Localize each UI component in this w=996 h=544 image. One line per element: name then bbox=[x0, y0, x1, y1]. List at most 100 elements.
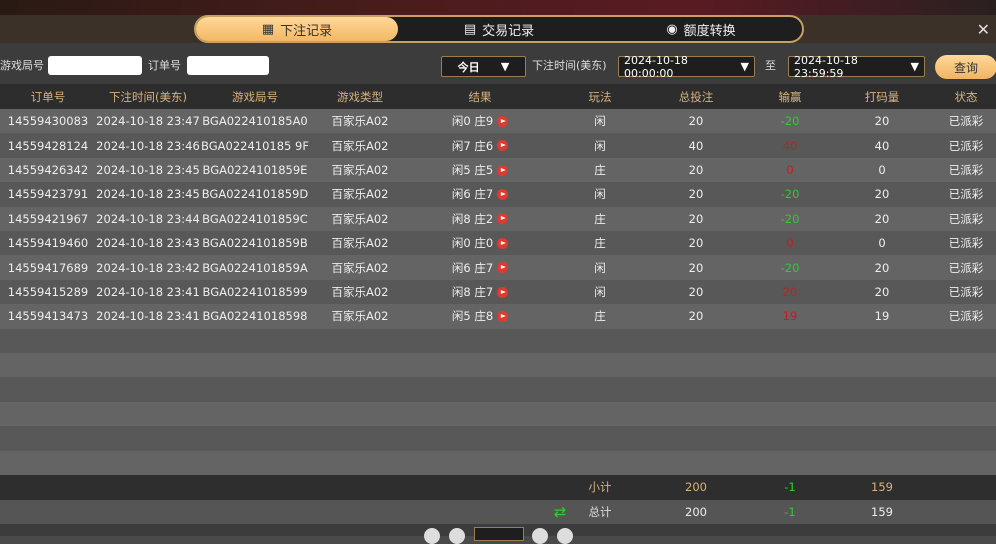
subtotal-winloss: -1 bbox=[784, 480, 796, 495]
table-row: 14559421967 2024-10-18 23:44 BGA0224101859… bbox=[0, 206, 996, 232]
cell-text: 2024-10-18 23:45 bbox=[96, 163, 200, 178]
cell-text: 2024-10-18 23:46 bbox=[96, 138, 200, 153]
start-time-value: 2024-10-18 00:00:00 bbox=[624, 53, 688, 80]
close-icon[interactable]: ✕ bbox=[976, 20, 990, 39]
play-replay-icon[interactable] bbox=[497, 140, 509, 152]
play-replay-icon[interactable] bbox=[497, 286, 509, 298]
play-replay-icon[interactable] bbox=[497, 213, 509, 225]
cell-4: 闲0 庄9 bbox=[452, 109, 509, 134]
cell-2: BGA02241018598 bbox=[203, 304, 308, 329]
cell-7: 19 bbox=[783, 304, 798, 329]
cell-0: 14559415289 bbox=[8, 280, 88, 305]
period-select[interactable]: 今日 ▼ bbox=[441, 56, 526, 77]
page-input[interactable] bbox=[474, 527, 524, 541]
order-label: 订单号 bbox=[148, 59, 181, 72]
table-row: 14559428124 2024-10-18 23:46 BGA022410185 … bbox=[0, 133, 996, 158]
cell-text: 2024-10-18 23:44 bbox=[96, 211, 200, 226]
cell-6: 20 bbox=[689, 158, 704, 183]
cell-text: 20 bbox=[688, 309, 704, 324]
column-header: 输赢 bbox=[778, 89, 802, 104]
round-input[interactable] bbox=[48, 56, 142, 75]
cell-6: 20 bbox=[689, 109, 704, 134]
play-replay-icon[interactable] bbox=[497, 237, 509, 249]
empty-row bbox=[0, 353, 996, 378]
cell-1: 2024-10-18 23:47 bbox=[96, 109, 200, 134]
total-row: ⇄ 总计 200 -1 159 bbox=[0, 500, 996, 525]
empty-row bbox=[0, 450, 996, 476]
cell-8: 20 bbox=[875, 182, 890, 207]
cell-text: 0 bbox=[786, 163, 794, 178]
cell-8: 20 bbox=[875, 207, 890, 232]
cell-8: 20 bbox=[875, 109, 890, 134]
subtotal-bet: 200 bbox=[685, 480, 707, 495]
cell-9: 已派彩 bbox=[949, 255, 984, 280]
cell-text: 百家乐A02 bbox=[331, 187, 389, 202]
cell-text: 已派彩 bbox=[948, 138, 984, 153]
cell-text: 2024-10-18 23:41 bbox=[96, 285, 200, 300]
play-replay-icon[interactable] bbox=[497, 262, 509, 274]
play-replay-icon[interactable] bbox=[497, 310, 509, 322]
cell-4: 闲0 庄0 bbox=[452, 231, 509, 256]
prev-page-button[interactable] bbox=[449, 528, 465, 544]
last-page-button[interactable] bbox=[557, 528, 573, 544]
cell-text: 20 bbox=[688, 114, 704, 129]
chevron-down-icon: ▼ bbox=[910, 60, 919, 73]
end-time-select[interactable]: 2024-10-18 23:59:59 ▼ bbox=[788, 54, 925, 80]
cell-text: 已派彩 bbox=[948, 114, 984, 129]
cell-text: 已派彩 bbox=[948, 236, 984, 251]
table-header: 订单号 下注时间(美东) 游戏局号 游戏类型 结果 玩法 总投注 输赢 打码量 状态 bbox=[0, 84, 996, 109]
cell-8: 40 bbox=[875, 133, 890, 158]
cell-text: 20 bbox=[874, 114, 890, 129]
tab-credit-transfer[interactable]: ◉ 额度转换 bbox=[600, 17, 802, 41]
cell-9: 已派彩 bbox=[949, 182, 984, 207]
cell-text: BGA0224101859C bbox=[202, 211, 308, 226]
refresh-icon[interactable]: ⇄ bbox=[553, 503, 567, 522]
cell-2: BGA0224101859C bbox=[202, 207, 308, 232]
cell-text: 闲5 庄8 bbox=[451, 309, 494, 324]
cell-0: 14559430083 bbox=[8, 109, 88, 134]
cell-1: 2024-10-18 23:44 bbox=[96, 207, 200, 232]
cell-6: 40 bbox=[689, 133, 704, 158]
cell-text: 闲 bbox=[594, 114, 606, 129]
first-page-button[interactable] bbox=[424, 528, 440, 544]
cell-5: 庄 bbox=[594, 231, 606, 256]
query-button[interactable]: 查询 bbox=[935, 55, 996, 79]
start-time-select[interactable]: 2024-10-18 00:00:00 ▼ bbox=[618, 53, 755, 80]
cell-text: 百家乐A02 bbox=[331, 211, 389, 226]
cell-0: 14559419460 bbox=[8, 231, 88, 256]
cell-3: 百家乐A02 bbox=[332, 133, 389, 158]
play-replay-icon[interactable] bbox=[497, 115, 509, 127]
cell-text: 已派彩 bbox=[948, 163, 984, 178]
play-replay-icon[interactable] bbox=[497, 188, 509, 200]
empty-row bbox=[0, 377, 996, 402]
cell-3: 百家乐A02 bbox=[332, 182, 389, 207]
cell-text: 闲6 庄7 bbox=[451, 187, 494, 202]
cell-7: 40 bbox=[783, 133, 798, 158]
background-banner bbox=[0, 0, 996, 15]
table-row: 14559426342 2024-10-18 23:45 BGA0224101859… bbox=[0, 157, 996, 183]
play-replay-icon[interactable] bbox=[497, 164, 509, 176]
cell-1: 2024-10-18 23:46 bbox=[96, 133, 200, 158]
column-header: 游戏局号 bbox=[232, 89, 278, 104]
cell-0: 14559417689 bbox=[8, 255, 88, 280]
cell-0: 14559428124 bbox=[8, 133, 88, 158]
clipboard-icon: ▤ bbox=[463, 21, 477, 37]
tab-bet-records[interactable]: ▦ 下注记录 bbox=[196, 17, 398, 41]
cell-text: BGA02241018599 bbox=[202, 285, 308, 300]
cell-1: 2024-10-18 23:45 bbox=[96, 182, 200, 207]
cell-text: 14559413473 bbox=[7, 309, 89, 324]
tab-label: 交易记录 bbox=[482, 23, 535, 39]
order-input[interactable] bbox=[187, 56, 269, 75]
cell-text: 14559428124 bbox=[7, 138, 89, 153]
cell-text: 40 bbox=[874, 138, 890, 153]
cell-9: 已派彩 bbox=[949, 304, 984, 329]
cell-0: 14559423791 bbox=[8, 182, 88, 207]
tab-transaction-records[interactable]: ▤ 交易记录 bbox=[398, 17, 600, 41]
cell-5: 庄 bbox=[594, 158, 606, 183]
cell-6: 20 bbox=[689, 304, 704, 329]
cell-4: 闲8 庄2 bbox=[452, 207, 509, 232]
next-page-button[interactable] bbox=[532, 528, 548, 544]
cell-3: 百家乐A02 bbox=[332, 304, 389, 329]
column-header: 打码量 bbox=[864, 89, 900, 104]
round-label: 游戏局号 bbox=[0, 59, 44, 72]
